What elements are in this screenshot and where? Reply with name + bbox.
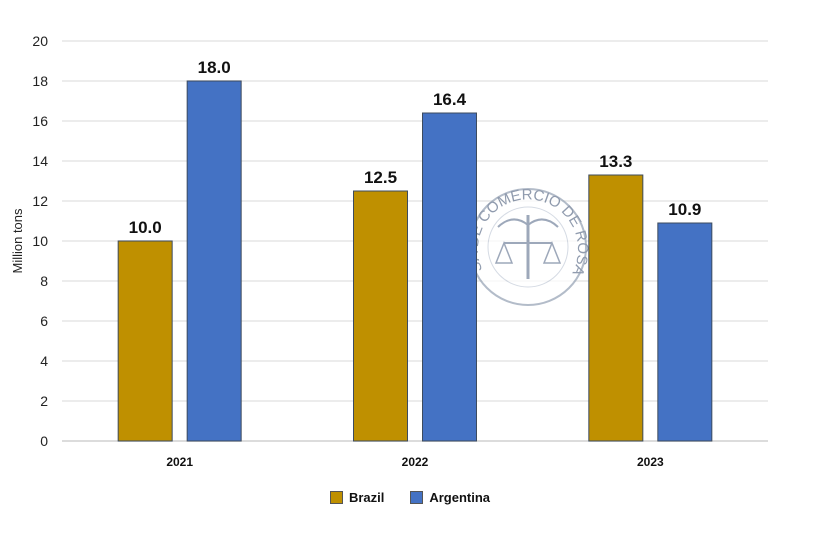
- x-tick-label: 2022: [402, 455, 429, 469]
- watermark-seal: BOLSA DE COMERCIO DE ROSARIO: [0, 0, 591, 306]
- x-tick-label: 2023: [637, 455, 664, 469]
- y-tick-label: 16: [32, 113, 48, 129]
- legend-item-brazil: Brazil: [329, 490, 385, 505]
- data-label: 10.9: [668, 200, 701, 219]
- y-tick-label: 0: [40, 433, 48, 449]
- y-tick-label: 18: [32, 73, 48, 89]
- bar-argentina-2021: [186, 80, 242, 442]
- data-label: 12.5: [364, 168, 397, 187]
- bar-brazil-2022: [353, 190, 408, 442]
- y-tick-label: 6: [40, 313, 48, 329]
- y-tick-label: 20: [32, 33, 48, 49]
- y-tick-label: 10: [32, 233, 48, 249]
- data-label: 18.0: [198, 58, 231, 77]
- y-axis-label: Million tons: [10, 208, 25, 274]
- bar-brazil-2023: [588, 174, 644, 442]
- y-tick-label: 2: [40, 393, 48, 409]
- y-tick-label: 8: [40, 273, 48, 289]
- data-label: 10.0: [129, 218, 162, 237]
- bar-argentina-2022: [422, 112, 477, 442]
- legend-swatch: [410, 491, 424, 504]
- y-tick-label: 4: [40, 353, 48, 369]
- bar-brazil-2021: [117, 240, 173, 442]
- legend: Brazil Argentina: [0, 490, 820, 505]
- x-tick-label: 2021: [166, 455, 193, 469]
- data-label: 16.4: [433, 90, 467, 109]
- legend-swatch: [329, 491, 343, 504]
- legend-item-argentina: Argentina: [410, 490, 490, 505]
- data-label: 13.3: [599, 152, 632, 171]
- bar-argentina-2023: [657, 222, 713, 442]
- legend-label: Argentina: [429, 490, 491, 505]
- y-tick-label: 12: [32, 193, 48, 209]
- legend-label: Brazil: [348, 490, 385, 505]
- y-tick-label: 14: [32, 153, 48, 169]
